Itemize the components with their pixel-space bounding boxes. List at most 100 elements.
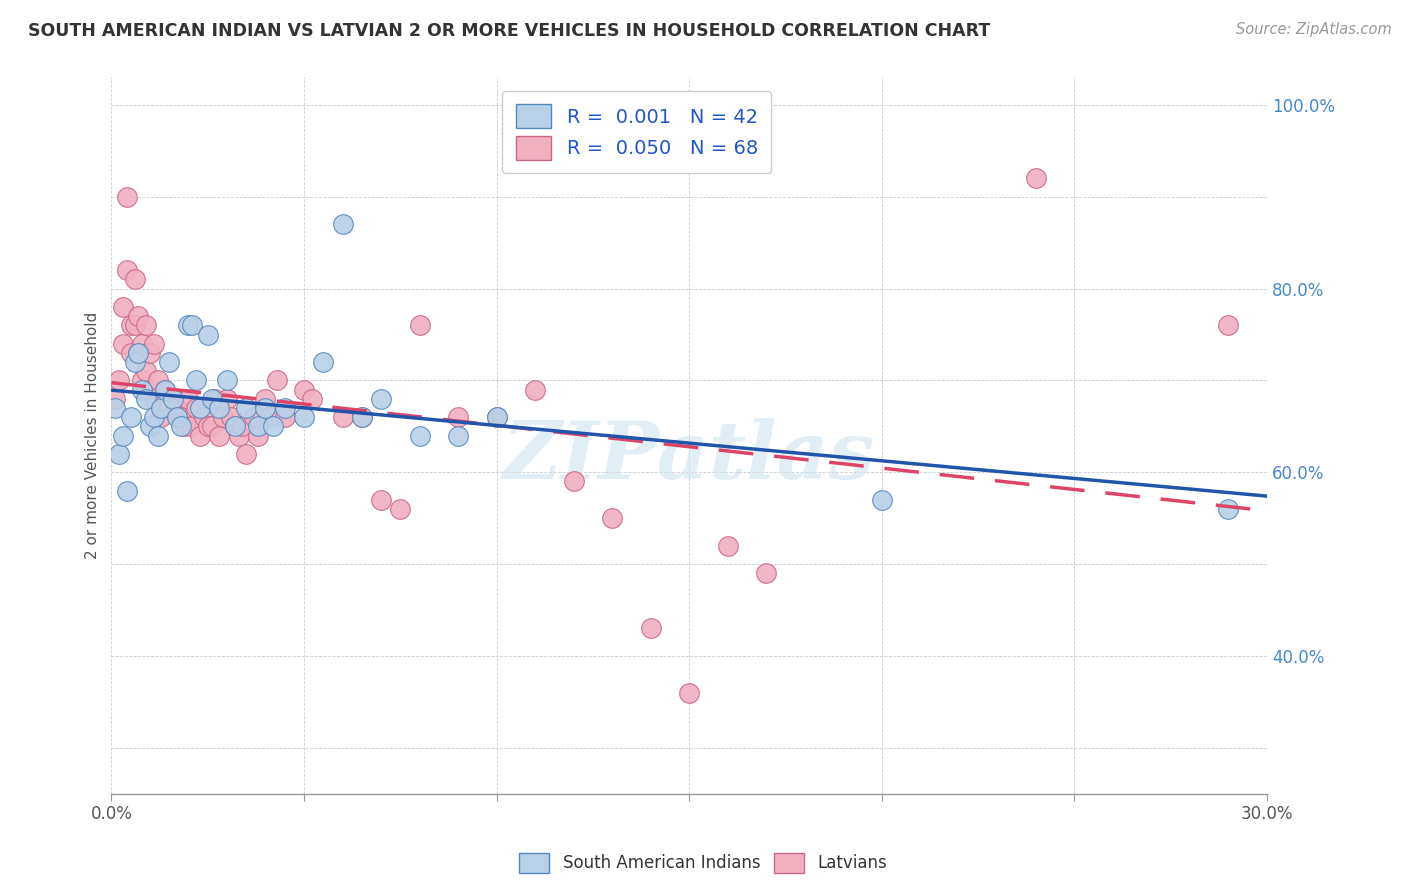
Point — [157, 355, 180, 369]
Point — [170, 419, 193, 434]
Text: SOUTH AMERICAN INDIAN VS LATVIAN 2 OR MORE VEHICLES IN HOUSEHOLD CORRELATION CHA: SOUTH AMERICAN INDIAN VS LATVIAN 2 OR MO… — [28, 22, 990, 40]
Point — [124, 355, 146, 369]
Text: ZIPatlas: ZIPatlas — [503, 418, 875, 496]
Point — [408, 318, 430, 333]
Point — [135, 392, 157, 406]
Legend: South American Indians, Latvians: South American Indians, Latvians — [513, 847, 893, 880]
Point — [259, 410, 281, 425]
Point — [104, 392, 127, 406]
Point — [212, 410, 235, 425]
Point — [717, 539, 740, 553]
Point — [162, 392, 184, 406]
Point — [204, 392, 226, 406]
Point — [262, 419, 284, 434]
Point — [108, 447, 131, 461]
Point — [193, 410, 215, 425]
Point — [1025, 171, 1047, 186]
Point — [139, 346, 162, 360]
Point — [142, 410, 165, 425]
Point — [197, 419, 219, 434]
Point — [120, 410, 142, 425]
Point — [124, 272, 146, 286]
Point — [155, 383, 177, 397]
Point — [219, 410, 242, 425]
Point — [186, 374, 208, 388]
Point — [274, 401, 297, 415]
Point — [111, 428, 134, 442]
Point — [131, 374, 153, 388]
Point — [370, 392, 392, 406]
Point — [1218, 318, 1240, 333]
Point — [274, 410, 297, 425]
Point — [224, 419, 246, 434]
Point — [332, 410, 354, 425]
Point — [447, 428, 470, 442]
Point — [389, 502, 412, 516]
Point — [166, 410, 188, 425]
Legend: R =  0.001   N = 42, R =  0.050   N = 68: R = 0.001 N = 42, R = 0.050 N = 68 — [502, 91, 772, 173]
Point — [162, 392, 184, 406]
Point — [131, 383, 153, 397]
Point — [870, 492, 893, 507]
Point — [350, 410, 373, 425]
Point — [208, 428, 231, 442]
Point — [115, 483, 138, 498]
Point — [200, 419, 222, 434]
Point — [485, 410, 508, 425]
Point — [292, 383, 315, 397]
Point — [350, 410, 373, 425]
Point — [600, 511, 623, 525]
Point — [115, 263, 138, 277]
Point — [157, 401, 180, 415]
Point — [188, 428, 211, 442]
Point — [254, 401, 277, 415]
Point — [181, 419, 204, 434]
Point — [166, 401, 188, 415]
Point — [104, 401, 127, 415]
Point — [408, 428, 430, 442]
Point — [266, 374, 288, 388]
Point — [640, 621, 662, 635]
Point — [150, 410, 173, 425]
Point — [332, 218, 354, 232]
Y-axis label: 2 or more Vehicles in Household: 2 or more Vehicles in Household — [86, 312, 100, 559]
Point — [447, 410, 470, 425]
Point — [177, 392, 200, 406]
Point — [301, 392, 323, 406]
Point — [142, 392, 165, 406]
Point — [139, 383, 162, 397]
Point — [215, 392, 238, 406]
Point — [135, 364, 157, 378]
Point — [208, 401, 231, 415]
Point — [246, 428, 269, 442]
Point — [120, 318, 142, 333]
Point — [127, 346, 149, 360]
Point — [246, 419, 269, 434]
Point — [292, 410, 315, 425]
Point — [135, 318, 157, 333]
Point — [146, 374, 169, 388]
Point — [146, 428, 169, 442]
Point — [224, 419, 246, 434]
Point — [228, 428, 250, 442]
Point — [139, 419, 162, 434]
Point — [1218, 502, 1240, 516]
Point — [755, 566, 778, 581]
Point — [150, 401, 173, 415]
Point — [111, 300, 134, 314]
Point — [127, 346, 149, 360]
Point — [173, 419, 195, 434]
Point — [188, 401, 211, 415]
Point — [235, 401, 257, 415]
Point — [115, 190, 138, 204]
Point — [155, 383, 177, 397]
Point — [370, 492, 392, 507]
Point — [678, 686, 700, 700]
Point — [177, 318, 200, 333]
Point — [127, 309, 149, 323]
Point — [124, 318, 146, 333]
Point — [197, 327, 219, 342]
Point — [120, 346, 142, 360]
Point — [524, 383, 547, 397]
Point — [235, 447, 257, 461]
